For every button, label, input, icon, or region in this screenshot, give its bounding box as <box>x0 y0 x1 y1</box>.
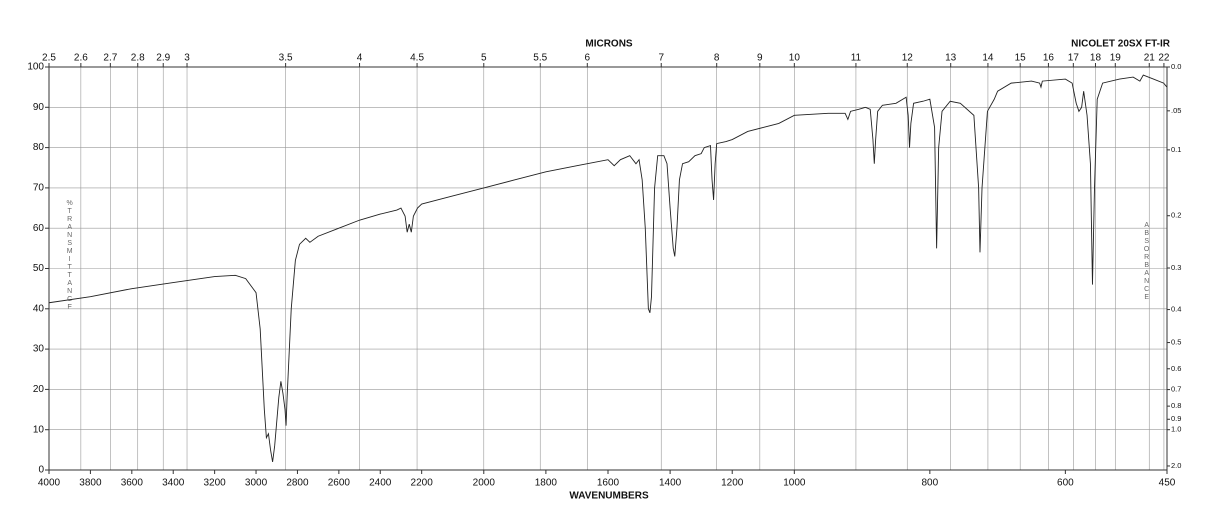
x-tick-label: 2800 <box>286 478 309 489</box>
y-tick-label: 50 <box>33 263 45 274</box>
x2-label: MICRONS <box>585 39 633 50</box>
y2-tick-label: 2.0 <box>1171 461 1181 470</box>
x-label: WAVENUMBERS <box>569 491 649 502</box>
y2-tick-label: 0.7 <box>1171 385 1181 394</box>
x-tick-label: 1000 <box>783 478 806 489</box>
x2-tick-label: 18 <box>1090 53 1102 64</box>
y2-tick-label: 0.5 <box>1171 338 1181 347</box>
x2-tick-label: 5 <box>481 53 487 64</box>
x-tick-label: 3200 <box>204 478 227 489</box>
x-tick-label: 1600 <box>597 478 620 489</box>
plot-frame <box>48 66 1168 471</box>
x-tick-label: 2200 <box>411 478 434 489</box>
y-tick-label: 100 <box>27 62 44 73</box>
x-tick-label: 3000 <box>245 478 268 489</box>
chart-title: NICOLET 20SX FT-IR <box>1071 39 1171 50</box>
x2-tick-label: 2.5 <box>42 53 56 64</box>
x2-tick-label: 4 <box>357 53 363 64</box>
x-tick-label: 1800 <box>535 478 558 489</box>
x2-tick-label: 12 <box>902 53 914 64</box>
x2-tick-label: 4.5 <box>410 53 424 64</box>
x-tick-label: 2600 <box>328 478 351 489</box>
y2-tick-label: 0.1 <box>1171 145 1181 154</box>
y-tick-label: 70 <box>33 183 45 194</box>
y2-tick-label: 0.4 <box>1171 305 1181 314</box>
y2-tick-label: 0.8 <box>1171 401 1181 410</box>
x2-tick-label: 3.5 <box>279 53 293 64</box>
x2-tick-label: 2.8 <box>131 53 145 64</box>
x-tick-label: 600 <box>1057 478 1074 489</box>
y2-tick-label: 0.3 <box>1171 263 1181 272</box>
y-tick-label: 20 <box>33 384 45 395</box>
x-tick-label: 2400 <box>369 478 392 489</box>
x2-tick-label: 7 <box>658 53 664 64</box>
y2-tick-label: 1.0 <box>1171 425 1181 434</box>
y2-tick-label: 0.0 <box>1171 62 1181 71</box>
x2-tick-label: 2.6 <box>74 53 88 64</box>
x-tick-label: 1200 <box>721 478 744 489</box>
x2-tick-label: 2.9 <box>156 53 170 64</box>
x-tick-label: 2000 <box>473 478 496 489</box>
x2-tick-label: 5.5 <box>533 53 547 64</box>
spectrum-line <box>48 74 1168 463</box>
y2-tick-label: 0.2 <box>1171 211 1181 220</box>
y2-tick-label: 0.9 <box>1171 414 1181 423</box>
y-tick-label: 90 <box>33 102 45 113</box>
y-label: %TRANSMITTANCE <box>66 200 73 312</box>
x2-tick-label: 19 <box>1110 53 1122 64</box>
x2-tick-label: 16 <box>1043 53 1055 64</box>
y2-tick-label: 0.6 <box>1171 364 1181 373</box>
x-tick-label: 450 <box>1159 478 1176 489</box>
y-tick-label: 60 <box>33 223 45 234</box>
x2-tick-label: 10 <box>789 53 801 64</box>
x-tick-label: 3600 <box>121 478 144 489</box>
x2-tick-label: 22 <box>1158 53 1170 64</box>
x2-tick-label: 2.7 <box>103 53 117 64</box>
y-tick-label: 80 <box>33 142 45 153</box>
x2-tick-label: 11 <box>851 53 862 64</box>
y2-tick-label: .05 <box>1171 106 1181 115</box>
x2-tick-label: 9 <box>757 53 763 64</box>
y2-label: ABSORBANCE <box>1143 222 1150 302</box>
y-tick-label: 10 <box>33 424 45 435</box>
x-tick-label: 4000 <box>38 478 61 489</box>
x2-tick-label: 6 <box>585 53 591 64</box>
x2-tick-label: 3 <box>184 53 190 64</box>
y-tick-label: 40 <box>33 303 45 314</box>
x-tick-label: 3400 <box>162 478 185 489</box>
x2-tick-label: 14 <box>982 53 994 64</box>
x2-tick-label: 17 <box>1068 53 1080 64</box>
x-tick-label: 800 <box>922 478 939 489</box>
x2-tick-label: 15 <box>1015 53 1027 64</box>
x2-tick-label: 8 <box>714 53 720 64</box>
x-tick-label: 3800 <box>79 478 102 489</box>
x2-tick-label: 13 <box>945 53 957 64</box>
y-tick-label: 30 <box>33 344 45 355</box>
x2-tick-label: 21 <box>1144 53 1156 64</box>
x-tick-label: 1400 <box>659 478 682 489</box>
y-tick-label: 0 <box>38 465 44 476</box>
